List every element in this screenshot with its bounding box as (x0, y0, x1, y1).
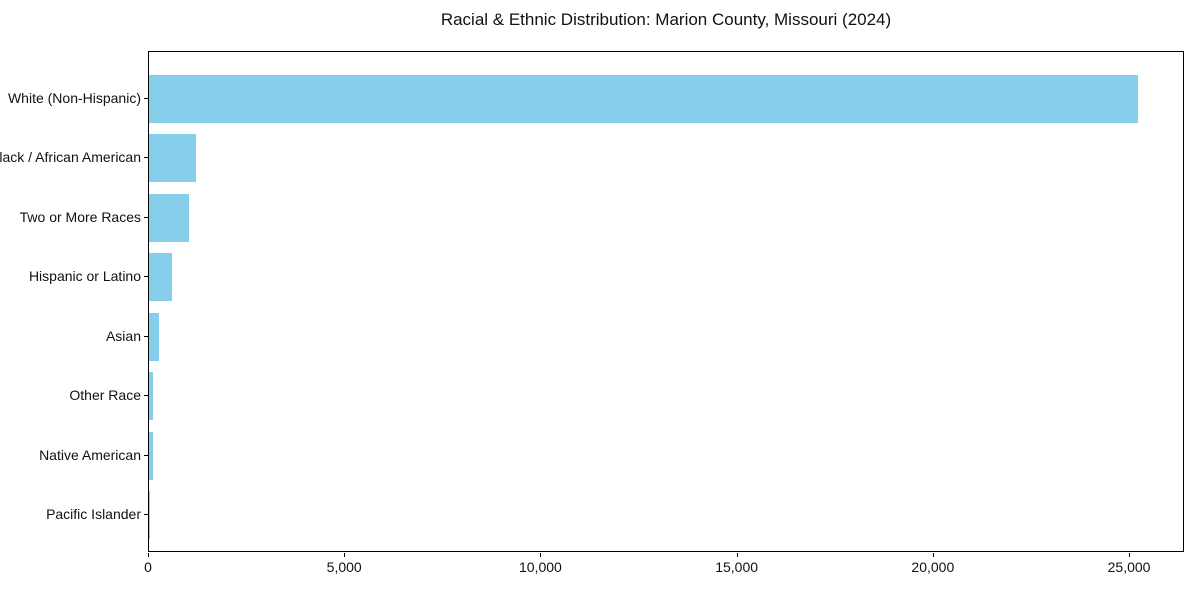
x-tick-label: 20,000 (911, 559, 955, 575)
plot-area (148, 51, 1184, 552)
y-tick-label: Pacific Islander (46, 506, 141, 523)
bar-white-non-hispanic (149, 74, 1138, 123)
bar-black-african-american (149, 134, 197, 183)
y-tick-label: White (Non-Hispanic) (7, 89, 141, 106)
y-tick-mark (144, 395, 148, 397)
y-tick-label: Black / African American (0, 149, 141, 166)
bar-native-american (149, 431, 153, 480)
y-tick-label: Hispanic or Latino (28, 268, 141, 285)
x-tick-label: 25,000 (1107, 559, 1151, 575)
y-tick-label: Asian (105, 327, 141, 344)
bar-other-race (149, 372, 153, 421)
y-tick-label: Native American (39, 446, 141, 463)
x-tick-label: 5,000 (326, 559, 362, 575)
x-tick-mark (148, 553, 149, 557)
x-tick-mark (932, 553, 934, 557)
x-tick-label: 15,000 (715, 559, 759, 575)
y-tick-mark (144, 97, 148, 99)
x-tick-mark (540, 553, 542, 557)
y-tick-mark (144, 335, 148, 337)
x-tick-mark (344, 553, 346, 557)
y-tick-mark (144, 514, 148, 516)
y-tick-mark (144, 454, 148, 456)
y-tick-label: Two or More Races (19, 208, 141, 225)
x-tick-mark (1129, 553, 1131, 557)
y-tick-label: Other Race (69, 387, 141, 404)
y-tick-mark (144, 157, 148, 159)
bar-hispanic-or-latino (149, 253, 173, 302)
chart-title: Racial & Ethnic Distribution: Marion Cou… (440, 10, 892, 29)
bar-two-or-more-races (149, 193, 189, 242)
bar-asian (149, 312, 160, 361)
x-tick-mark (736, 553, 738, 557)
y-tick-mark (144, 276, 148, 278)
x-tick-label: 0 (144, 559, 152, 575)
x-tick-label: 10,000 (519, 559, 562, 575)
bar-pacific-islander (149, 491, 150, 540)
y-tick-mark (144, 216, 148, 218)
